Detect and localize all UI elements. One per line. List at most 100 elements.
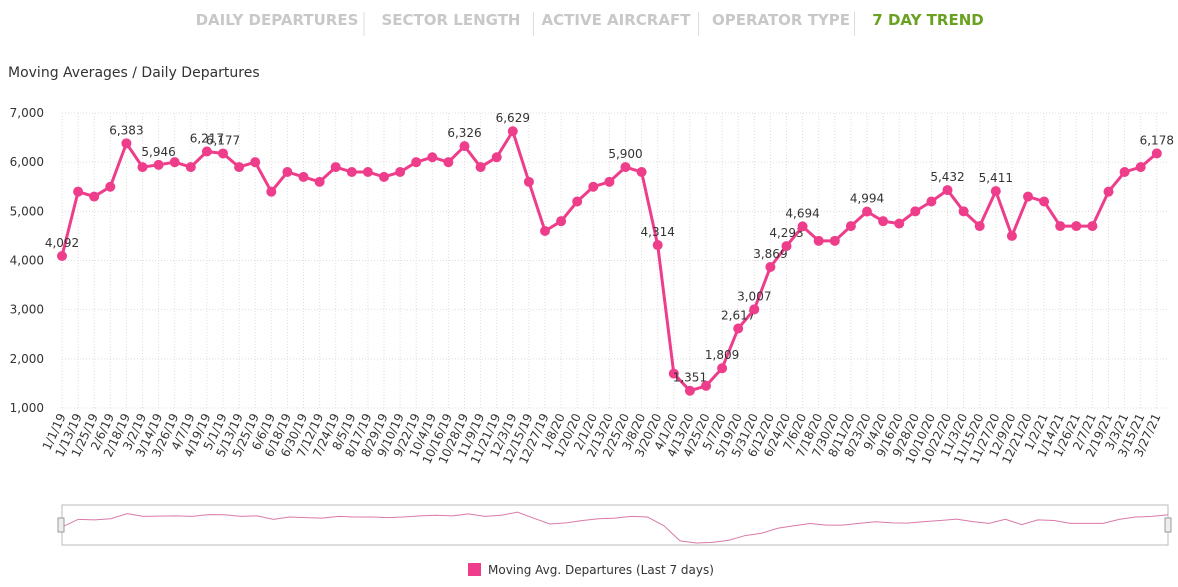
data-label: 2,617 <box>721 308 755 322</box>
point <box>362 167 373 177</box>
point <box>1087 221 1098 232</box>
data-label: 4,994 <box>850 192 884 206</box>
y-tick-label: 3,000 <box>10 303 44 317</box>
point <box>878 216 889 227</box>
point <box>620 162 631 173</box>
point <box>636 167 647 177</box>
navigator-handle[interactable] <box>57 517 65 533</box>
y-tick-label: 7,000 <box>10 106 44 120</box>
point <box>121 138 132 149</box>
data-label: 1,809 <box>705 348 739 362</box>
y-tick-label: 2,000 <box>10 352 44 366</box>
point <box>169 157 180 168</box>
point <box>1103 186 1114 197</box>
data-label: 6,383 <box>109 123 143 137</box>
navigator[interactable] <box>61 504 1169 546</box>
chart-title: Moving Averages / Daily Departures <box>8 65 260 81</box>
tab[interactable]: 7 DAY TREND <box>872 11 983 29</box>
y-tick-label: 4,000 <box>10 254 44 268</box>
point <box>717 363 728 374</box>
point <box>1006 230 1017 241</box>
point <box>894 218 905 229</box>
data-label: 5,432 <box>930 170 964 184</box>
point <box>475 162 486 173</box>
point <box>330 162 341 173</box>
point <box>346 167 357 177</box>
point <box>234 162 245 173</box>
point <box>395 167 406 177</box>
tab[interactable]: ACTIVE AIRCRAFT <box>542 11 692 29</box>
point <box>1151 148 1162 159</box>
point <box>749 304 760 315</box>
point <box>491 152 502 163</box>
point <box>652 240 663 251</box>
point <box>89 191 100 202</box>
point <box>958 206 969 217</box>
point <box>282 167 293 177</box>
legend-label[interactable]: Moving Avg. Departures (Last 7 days) <box>488 563 714 577</box>
point <box>701 380 711 391</box>
data-label: 5,411 <box>979 171 1013 185</box>
point <box>314 176 325 187</box>
point <box>427 152 438 163</box>
point <box>411 157 422 168</box>
data-label: 5,946 <box>141 145 175 159</box>
data-label: 4,314 <box>641 225 675 239</box>
point <box>668 368 679 379</box>
point <box>185 162 196 173</box>
point <box>218 148 228 159</box>
point <box>507 126 518 137</box>
tab[interactable]: OPERATOR TYPE <box>712 11 850 29</box>
point <box>540 226 550 236</box>
point <box>459 141 470 152</box>
point <box>797 221 808 232</box>
point <box>57 250 67 261</box>
point <box>379 171 389 182</box>
y-tick-label: 5,000 <box>10 204 44 218</box>
point <box>588 181 599 192</box>
point <box>1039 196 1050 207</box>
tab[interactable]: SECTOR LENGTH <box>381 11 520 29</box>
point <box>443 157 454 168</box>
point <box>1071 221 1082 232</box>
point <box>523 176 534 187</box>
data-label: 4,092 <box>45 236 79 250</box>
point <box>572 196 583 207</box>
legend-swatch[interactable] <box>468 563 481 576</box>
point <box>990 186 1001 197</box>
point <box>781 241 792 252</box>
point <box>942 185 953 196</box>
point <box>105 181 116 192</box>
point <box>845 221 856 232</box>
data-label: 6,178 <box>1140 133 1174 147</box>
point <box>974 221 985 232</box>
point <box>556 216 567 227</box>
data-label: 1,351 <box>673 371 707 385</box>
point <box>926 196 937 207</box>
point <box>813 235 824 246</box>
data-label: 6,177 <box>206 133 240 147</box>
point <box>862 206 872 217</box>
data-label: 4,293 <box>769 226 803 240</box>
point <box>137 162 148 173</box>
navigator-handle[interactable] <box>1164 517 1172 533</box>
point <box>153 159 164 170</box>
y-tick-label: 1,000 <box>10 401 44 415</box>
point <box>1023 191 1033 202</box>
point <box>684 385 695 396</box>
tab[interactable]: DAILY DEPARTURES <box>196 11 359 29</box>
data-label: 6,629 <box>496 111 530 125</box>
data-label: 3,869 <box>753 247 787 261</box>
data-label: 6,217 <box>190 131 224 145</box>
point <box>733 323 744 334</box>
point <box>250 157 261 168</box>
data-label: 3,007 <box>737 289 771 303</box>
point <box>604 176 615 187</box>
point <box>829 235 840 246</box>
point <box>1119 167 1130 177</box>
point <box>73 186 84 197</box>
point <box>201 146 212 157</box>
point <box>1135 162 1146 173</box>
data-label: 6,326 <box>447 126 481 140</box>
